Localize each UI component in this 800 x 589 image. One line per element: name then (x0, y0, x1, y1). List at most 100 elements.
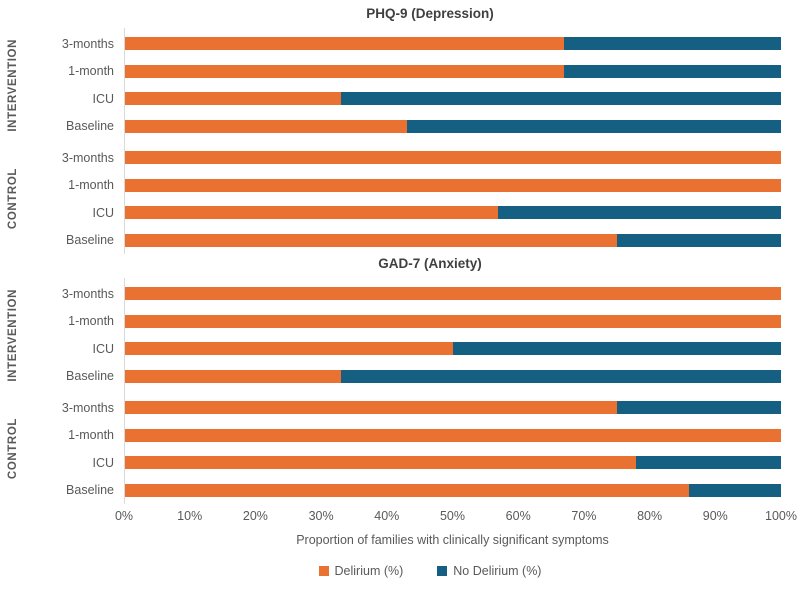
legend-label: Delirium (%) (334, 564, 404, 578)
category-label: 1-month (68, 428, 114, 443)
bar-row: Baseline (26, 113, 781, 141)
bar-track (124, 456, 781, 470)
delirium-segment (124, 151, 781, 165)
group-rows: 3-months 1-month ICU Baseline (26, 280, 800, 390)
group-label-column: CONTROL (0, 394, 26, 504)
no-delirium-segment (452, 342, 781, 356)
bar-row: ICU (26, 335, 781, 363)
no-delirium-segment (340, 92, 781, 106)
x-tick-label: 80% (637, 509, 663, 523)
bar-track (124, 428, 781, 442)
x-tick-label: 10% (177, 509, 203, 523)
x-tick-label: 30% (308, 509, 334, 523)
x-tick-label: 90% (702, 509, 728, 523)
no-delirium-segment (564, 37, 781, 51)
bar-track (124, 287, 781, 301)
panel-plot-area: INTERVENTION 3-months 1-month ICU Baseline CO… (0, 280, 800, 504)
delirium-segment (124, 92, 341, 106)
bar-row: 3-months (26, 30, 781, 58)
bar-row: 1-month (26, 172, 781, 200)
group-label: CONTROL (7, 168, 19, 230)
delirium-segment (124, 233, 617, 247)
no-delirium-segment (636, 456, 781, 470)
category-label: 3-months (61, 400, 114, 415)
panel-0: PHQ-9 (Depression) INTERVENTION 3-months 1-… (0, 4, 800, 254)
x-tick-label: 40% (374, 509, 400, 523)
delirium-segment (124, 428, 781, 442)
bar-row: ICU (26, 449, 781, 477)
bar-row: 1-month (26, 58, 781, 86)
delirium-segment (124, 64, 565, 78)
category-label: 3-months (61, 36, 114, 51)
bar-track (124, 233, 781, 247)
category-label: 3-months (61, 150, 114, 165)
delirium-segment (124, 401, 617, 415)
bar-row: ICU (26, 199, 781, 227)
legend-item: No Delirium (%) (437, 564, 541, 578)
delirium-segment (124, 119, 407, 133)
delirium-segment (124, 483, 690, 497)
chart-legend: Delirium (%) No Delirium (%) (60, 561, 800, 581)
legend-item: Delirium (%) (318, 564, 404, 578)
bar-row: ICU (26, 85, 781, 113)
bar-track (124, 178, 781, 192)
x-tick-label: 20% (242, 509, 268, 523)
group-label: INTERVENTION (7, 288, 19, 382)
delirium-segment (124, 37, 565, 51)
legend-label: No Delirium (%) (453, 564, 542, 578)
category-label: 1-month (68, 178, 114, 193)
delirium-segment (124, 206, 499, 220)
bar-track (124, 37, 781, 51)
panel-title: PHQ-9 (Depression) (366, 6, 494, 21)
bar-row: 3-months (26, 144, 781, 172)
panel-title: GAD-7 (Anxiety) (378, 256, 482, 271)
no-delirium-segment (340, 369, 781, 383)
category-label: Baseline (66, 483, 114, 498)
delirium-segment (124, 287, 781, 301)
delirium-segment (124, 369, 341, 383)
category-label: 1-month (68, 314, 114, 329)
y-axis-line (124, 278, 125, 504)
category-label: Baseline (66, 233, 114, 248)
no-delirium-segment (689, 483, 781, 497)
category-label: ICU (92, 341, 114, 356)
category-label: 3-months (61, 286, 114, 301)
group-rows: 3-months 1-month ICU Baseline (26, 30, 800, 140)
category-label: Baseline (66, 119, 114, 134)
no-delirium-segment (616, 401, 781, 415)
bar-row: 3-months (26, 280, 781, 308)
bar-track (124, 151, 781, 165)
x-axis-title: Proportion of families with clinically s… (296, 533, 609, 547)
legend-swatch-icon (437, 566, 448, 576)
bar-track (124, 314, 781, 328)
group-control: CONTROL 3-months 1-month ICU Baseline (0, 394, 800, 504)
y-axis-line (124, 28, 125, 254)
group-label-column: INTERVENTION (0, 30, 26, 140)
category-label: ICU (92, 455, 114, 470)
delirium-segment (124, 178, 781, 192)
category-label: 1-month (68, 64, 114, 79)
bar-track (124, 483, 781, 497)
delirium-segment (124, 314, 781, 328)
category-label: ICU (92, 205, 114, 220)
group-label: INTERVENTION (7, 38, 19, 132)
group-rows: 3-months 1-month ICU Baseline (26, 394, 800, 504)
bar-row: Baseline (26, 227, 781, 255)
bar-row: 1-month (26, 308, 781, 336)
category-label: Baseline (66, 369, 114, 384)
no-delirium-segment (564, 64, 781, 78)
bar-track (124, 369, 781, 383)
no-delirium-segment (406, 119, 781, 133)
bar-track (124, 64, 781, 78)
chart-panels: PHQ-9 (Depression) INTERVENTION 3-months 1-… (0, 4, 800, 504)
group-label-column: INTERVENTION (0, 280, 26, 390)
group-intervention: INTERVENTION 3-months 1-month ICU Baseline (0, 30, 800, 140)
bar-track (124, 92, 781, 106)
no-delirium-segment (498, 206, 781, 220)
bar-row: 1-month (26, 422, 781, 450)
legend-swatch-icon (318, 566, 329, 576)
bar-track (124, 342, 781, 356)
x-axis: 0% 10% 20% 30% 40% 50% 60% 70% 80% 90% 100% (115, 509, 797, 527)
group-label-column: CONTROL (0, 144, 26, 254)
